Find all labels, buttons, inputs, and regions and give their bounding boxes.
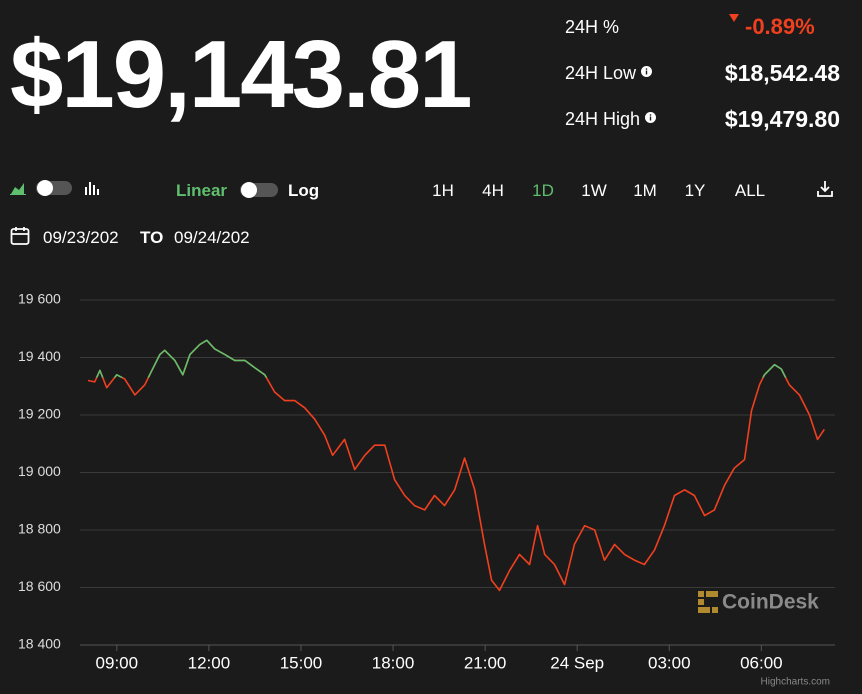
y-tick-label: 19 000	[18, 463, 61, 479]
range-button[interactable]: 1W	[581, 181, 607, 200]
chart-type-toggle[interactable]	[10, 178, 100, 200]
linear-option[interactable]: Linear	[176, 181, 228, 200]
y-tick-label: 19 200	[18, 406, 61, 422]
x-tick-label: 21:00	[464, 653, 507, 672]
x-tick-label: 03:00	[648, 653, 691, 672]
to-label: TO	[140, 228, 164, 247]
scale-toggle[interactable]	[238, 180, 280, 200]
range-button[interactable]: 1D	[532, 181, 554, 200]
to-date[interactable]: 09/24/202	[174, 228, 250, 247]
high: $19,479.80	[724, 106, 840, 132]
y-tick-label: 18 800	[18, 521, 61, 537]
change-label: 24H %	[565, 17, 620, 37]
x-tick-label: 06:00	[740, 653, 783, 672]
y-tick-label: 19 400	[18, 348, 61, 364]
x-tick-label: 09:00	[96, 653, 139, 672]
down-arrow	[729, 14, 739, 22]
x-tick-label: 24 Sep	[550, 653, 604, 672]
watermark-logo	[698, 591, 718, 613]
range-button[interactable]: ALL	[734, 181, 766, 200]
range-button[interactable]: 1M	[633, 181, 657, 200]
credits: Highcharts.com	[761, 677, 830, 688]
calendar-icon[interactable]	[10, 226, 30, 246]
info-icon[interactable]	[641, 66, 652, 77]
download-icon[interactable]	[816, 180, 834, 198]
y-tick-label: 18 400	[18, 636, 61, 652]
range-button[interactable]: 1H	[432, 181, 454, 200]
y-tick-label: 19 600	[18, 291, 61, 307]
price-line	[87, 339, 825, 592]
range-button[interactable]: 4H	[482, 181, 504, 200]
log-option[interactable]: Log	[288, 181, 320, 200]
from-date[interactable]: 09/23/202	[43, 228, 119, 247]
info-icon[interactable]	[645, 112, 656, 123]
watermark: CoinDesk	[722, 591, 819, 614]
high-label: 24H High	[565, 109, 641, 129]
x-tick-label: 18:00	[372, 653, 415, 672]
x-tick-label: 15:00	[280, 653, 323, 672]
price: $19,143.81	[10, 21, 472, 128]
y-tick-label: 18 600	[18, 578, 61, 594]
change: -0.89%	[745, 14, 815, 39]
low: $18,542.48	[724, 60, 840, 86]
price-line-above	[95, 339, 787, 378]
low-label: 24H Low	[565, 63, 637, 83]
x-tick-label: 12:00	[188, 653, 231, 672]
range-button[interactable]: 1Y	[684, 181, 706, 200]
